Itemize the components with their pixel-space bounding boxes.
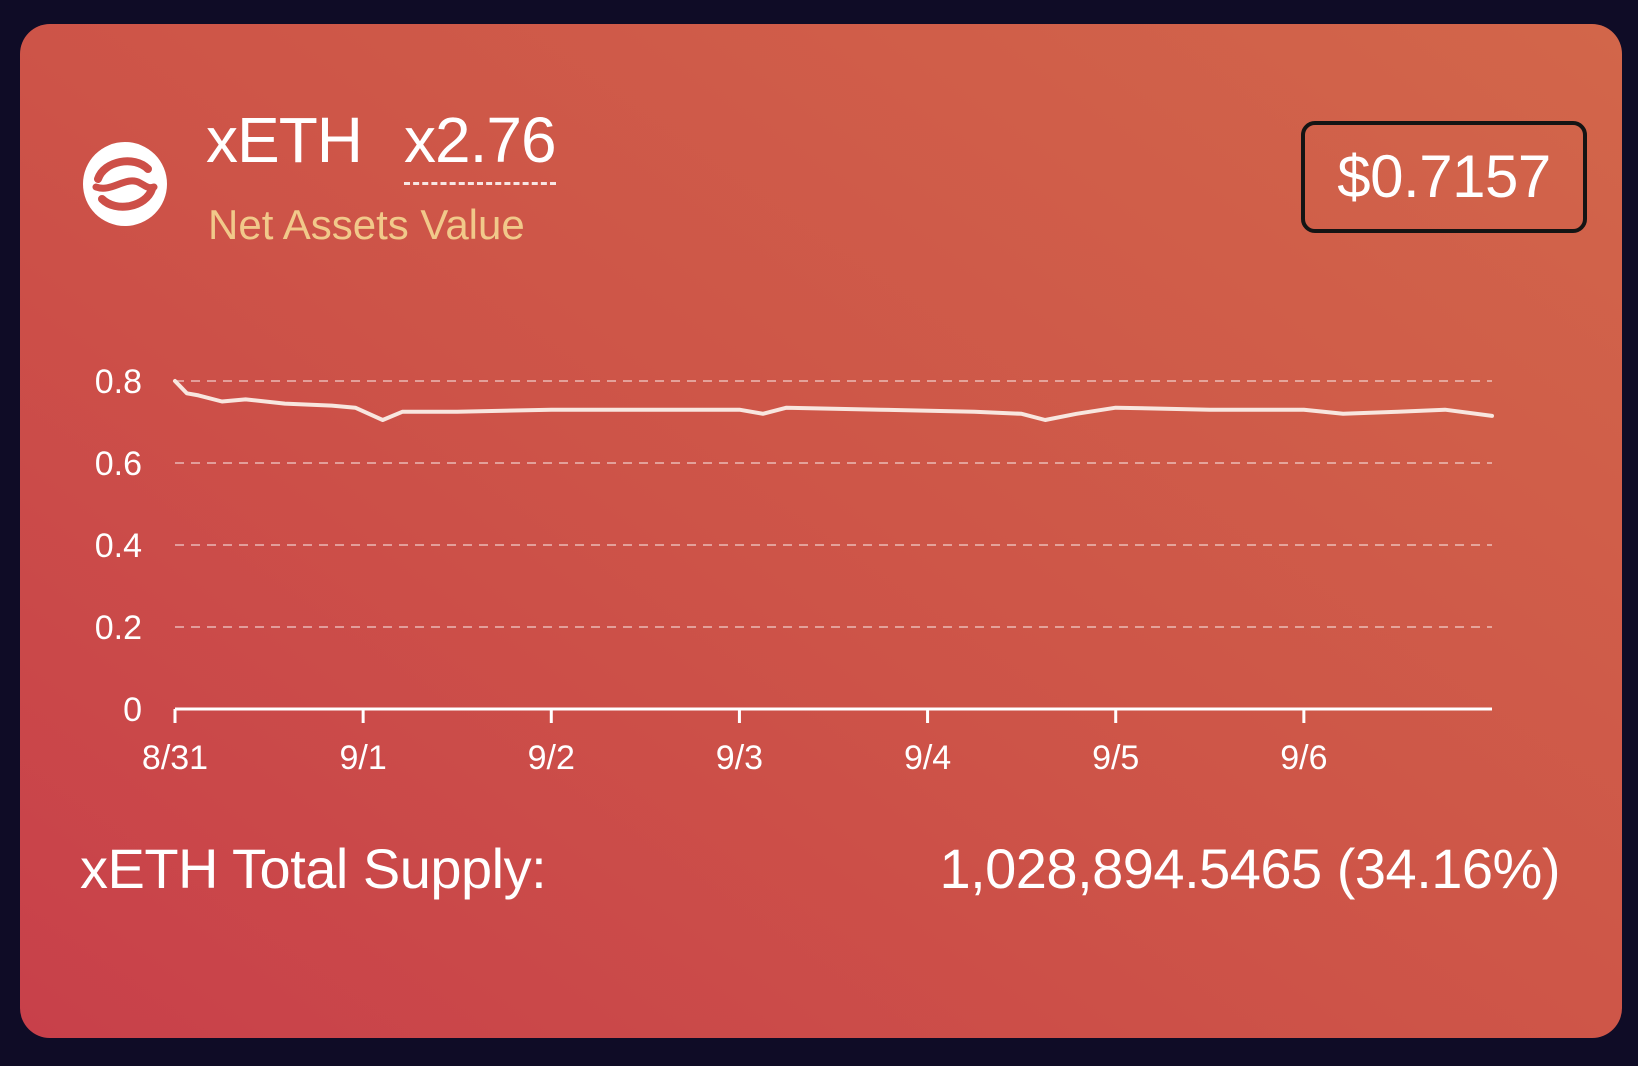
xeth-nav-card: xETH x2.76 Net Assets Value $0.7157 0 0.2… — [20, 24, 1622, 1038]
y-tick-label: 0.8 — [95, 363, 142, 401]
x-tick-label: 9/4 — [904, 739, 951, 777]
y-tick-label: 0.4 — [95, 527, 142, 565]
nav-subtitle: Net Assets Value — [208, 201, 525, 248]
price-value: $0.7157 — [1337, 143, 1551, 210]
x-tick-label: 9/6 — [1280, 739, 1327, 777]
nav-series-line — [173, 379, 1494, 422]
nav-line-chart: 0 0.2 0.4 0.6 0.8 8/31 9/1 9/2 9/3 9/4 9/5 9/6 — [95, 363, 1494, 777]
token-name: xETH — [206, 104, 363, 176]
x-tick-label: 9/3 — [716, 739, 763, 777]
total-supply-value: 1,028,894.5465 (34.16%) — [939, 837, 1560, 900]
y-tick-label: 0 — [123, 691, 142, 729]
leverage-value[interactable]: x2.76 — [404, 108, 557, 185]
x-tick-label: 9/1 — [340, 739, 387, 777]
y-tick-label: 0.6 — [95, 445, 142, 483]
price-box: $0.7157 — [1301, 121, 1587, 233]
swap-cycle-icon — [83, 142, 167, 226]
total-supply-label: xETH Total Supply: — [80, 837, 547, 900]
y-tick-label: 0.2 — [95, 609, 142, 647]
x-tick-label: 8/31 — [142, 739, 208, 777]
x-tick-label: 9/2 — [528, 739, 575, 777]
x-tick-label: 9/5 — [1092, 739, 1139, 777]
